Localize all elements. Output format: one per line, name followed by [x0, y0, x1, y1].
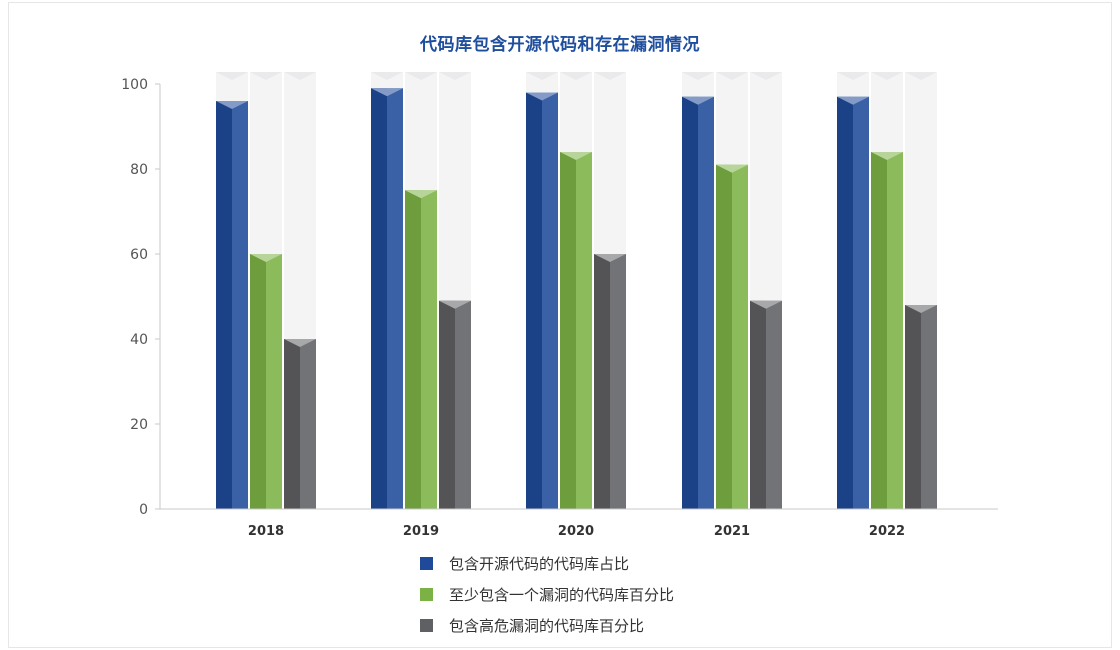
bar-background-cap [871, 72, 903, 80]
legend-label: 包含高危漏洞的代码库百分比 [449, 617, 645, 635]
bar [871, 152, 887, 509]
bar-right-face [232, 101, 248, 509]
legend-label: 包含开源代码的代码库占比 [449, 555, 630, 573]
legend-label: 至少包含一个漏洞的代码库百分比 [449, 586, 675, 604]
bar-cap [405, 190, 437, 199]
bar-cap [216, 101, 248, 109]
bar-right-face [766, 300, 782, 509]
bar [371, 88, 387, 509]
legend: 包含开源代码的代码库占比至少包含一个漏洞的代码库百分比 包含高危漏洞的代码库百分比 [420, 548, 674, 641]
bar-background-cap [284, 72, 316, 80]
bar-cap [716, 164, 748, 173]
bar-cap [439, 300, 471, 309]
bar [560, 152, 576, 509]
bar [439, 300, 455, 509]
legend-item: 包含开源代码的代码库占比 [420, 548, 674, 579]
bar-background-cap [594, 72, 626, 80]
bar-background-cap [371, 72, 403, 80]
bar-background-cap [905, 72, 937, 80]
bar-right-face [387, 88, 403, 509]
bar-cap [871, 152, 903, 160]
bar-right-face [455, 300, 471, 509]
bar-right-face [300, 339, 316, 509]
bar-cap [526, 92, 558, 101]
bar [682, 96, 698, 509]
legend-swatch [420, 619, 433, 632]
bar-cap [250, 254, 282, 262]
bar-right-face [266, 254, 282, 509]
bar [716, 164, 732, 509]
x-tick-label: 2018 [248, 524, 284, 539]
bar-background-cap [716, 72, 748, 80]
bar [284, 339, 300, 509]
bar-right-face [853, 96, 869, 509]
bar [216, 101, 232, 509]
bar-background-cap [526, 72, 558, 80]
legend-item: 至少包含一个漏洞的代码库百分比 [420, 579, 674, 610]
x-tick-label: 2019 [403, 524, 439, 539]
legend-swatch [420, 557, 433, 570]
bar-right-face [576, 152, 592, 509]
bar-cap [682, 96, 714, 105]
bar-background-cap [560, 72, 592, 80]
bar-cap [284, 339, 316, 347]
bar-cap [371, 88, 403, 97]
bar [905, 305, 921, 509]
bar-right-face [610, 254, 626, 509]
bar [250, 254, 266, 509]
y-tick-label: 80 [130, 162, 148, 178]
y-tick-label: 0 [139, 502, 148, 518]
chart-title: 代码库包含开源代码和存在漏洞情况 [420, 35, 700, 55]
x-tick-label: 2021 [714, 524, 750, 539]
bar-right-face [887, 152, 903, 509]
bar [594, 254, 610, 509]
bar-background-cap [750, 72, 782, 80]
bar-right-face [698, 96, 714, 509]
legend-item: 包含高危漏洞的代码库百分比 [420, 610, 674, 641]
bar [837, 96, 853, 509]
legend-swatch [420, 588, 433, 601]
bar-background-cap [405, 72, 437, 80]
bar-right-face [921, 305, 937, 509]
bar-right-face [732, 164, 748, 509]
bar-cap [750, 300, 782, 309]
bar-cap [837, 96, 869, 105]
y-tick-label: 40 [130, 332, 148, 348]
x-tick-label: 2022 [869, 524, 905, 539]
x-tick-label: 2020 [558, 524, 594, 539]
bar-background-cap [682, 72, 714, 80]
bar [750, 300, 766, 509]
y-tick-label: 60 [130, 247, 148, 263]
bar-background-cap [837, 72, 869, 80]
bar-right-face [421, 190, 437, 509]
y-tick-label: 20 [130, 417, 148, 433]
bar [526, 92, 542, 509]
bar-right-face [542, 92, 558, 509]
bar-background-cap [216, 72, 248, 80]
bar-cap [560, 152, 592, 160]
bar-cap [594, 254, 626, 262]
bar-background-cap [439, 72, 471, 80]
bar-background-cap [250, 72, 282, 80]
y-tick-label: 100 [121, 77, 148, 93]
bar-cap [905, 305, 937, 313]
bar [405, 190, 421, 509]
